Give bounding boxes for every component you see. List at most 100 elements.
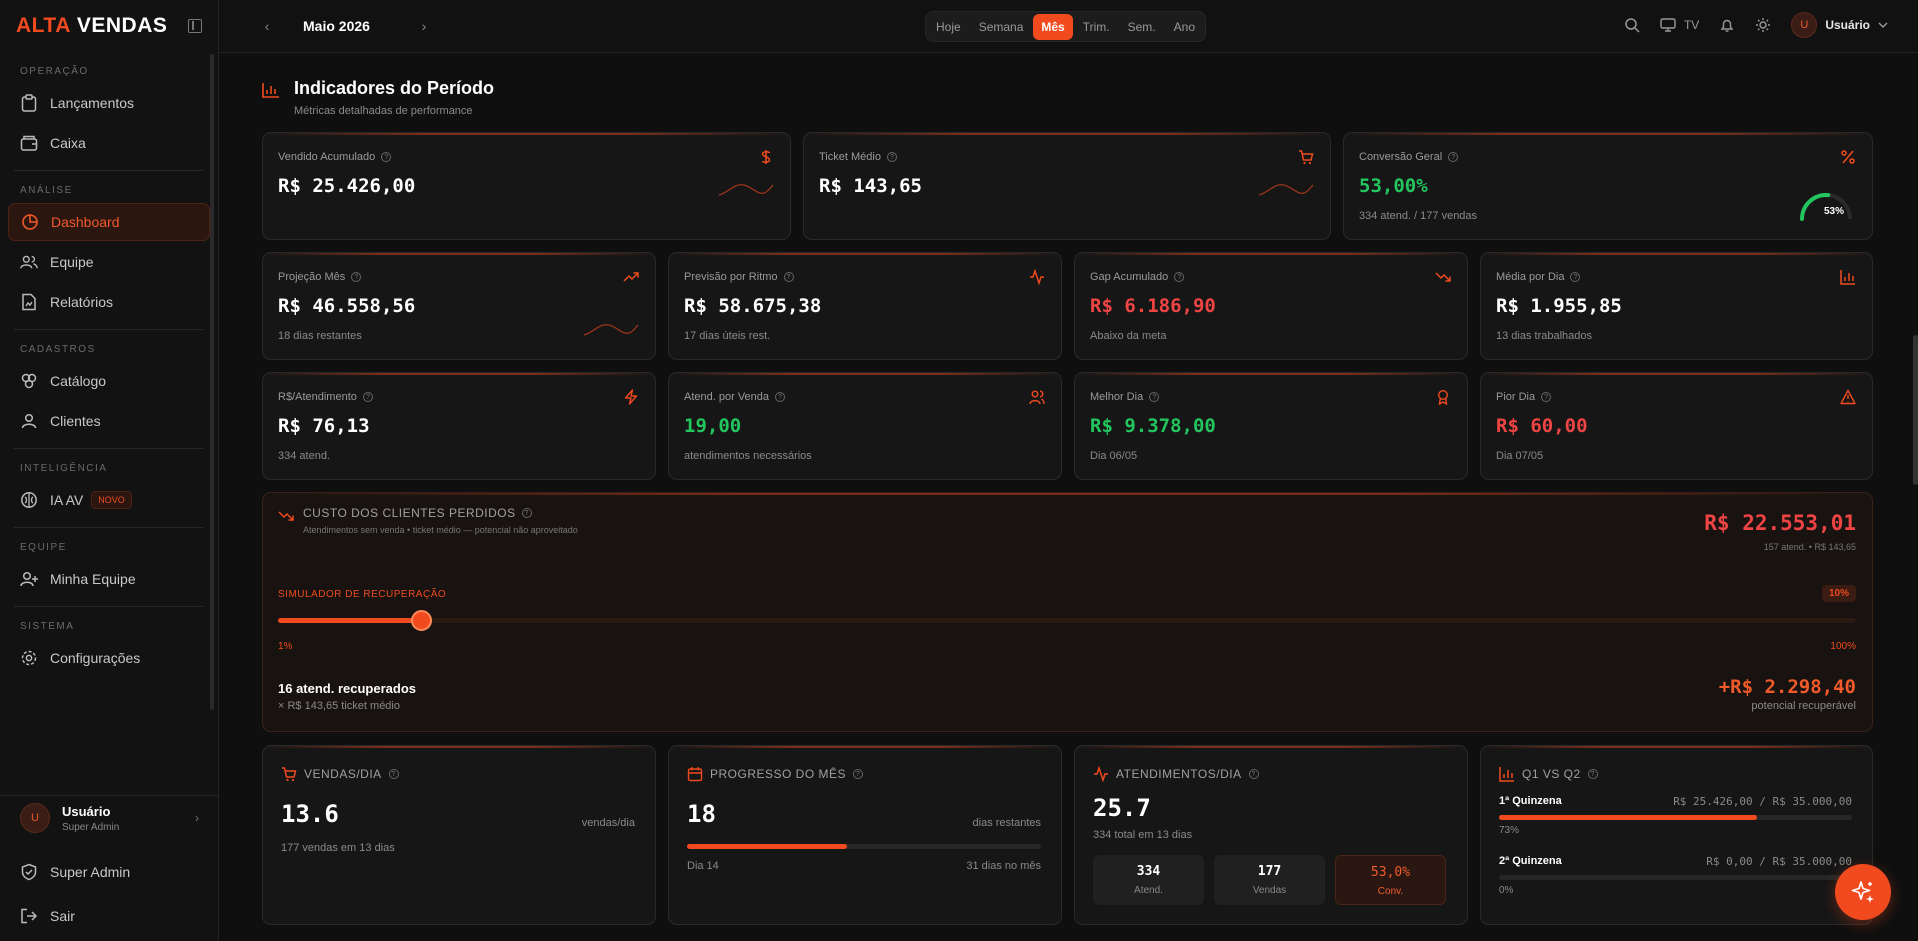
bell-icon[interactable] [1719, 17, 1735, 33]
gear-icon [20, 649, 38, 667]
kpi-card-gap: Gap Acumulado? R$ 6.186,90 Abaixo da met… [1074, 252, 1468, 360]
sun-icon[interactable] [1755, 17, 1771, 33]
quinzena-values: R$ 0,00 / R$ 35.000,00 [1706, 855, 1852, 868]
user-menu[interactable]: U Usuário [1791, 12, 1888, 38]
sidebar-item-label: Relatórios [50, 294, 114, 310]
sparkline [718, 184, 774, 196]
chevron-right-icon: › [195, 811, 199, 825]
segment-ano[interactable]: Ano [1173, 19, 1195, 34]
help-icon[interactable]: ? [853, 769, 864, 779]
help-icon[interactable]: ? [783, 272, 794, 282]
sidebar-item-super-admin[interactable]: Super Admin [8, 853, 211, 891]
mini-label: Vendas [1252, 885, 1287, 896]
kpi-label: Atend. por Venda? [684, 391, 786, 403]
help-icon[interactable]: ? [1587, 769, 1598, 779]
help-icon[interactable]: ? [521, 508, 532, 518]
segment-mes[interactable]: Mês [1033, 13, 1073, 40]
page-scrollbar[interactable] [1913, 335, 1918, 485]
kpi-value: R$ 9.378,00 [1090, 415, 1216, 437]
help-icon[interactable]: ? [381, 152, 392, 162]
sidebar-user[interactable]: U Usuário Super Admin › [0, 795, 219, 840]
clipboard-icon [20, 94, 38, 112]
cash-register-icon [20, 134, 38, 152]
vendas-dia-unit: vendas/dia [581, 817, 635, 829]
activity-icon [1093, 766, 1109, 782]
kpi-sub: 13 dias trabalhados [1496, 330, 1593, 342]
sidebar-item-equipe[interactable]: Equipe [8, 243, 210, 281]
mini-label: Conv. [1377, 886, 1404, 897]
sidebar-scrollbar[interactable] [210, 54, 214, 710]
sidebar-item-configuracoes[interactable]: Configurações [8, 639, 210, 677]
next-period-button[interactable]: › [421, 18, 427, 34]
sidebar-item-relatorios[interactable]: Relatórios [8, 283, 210, 321]
user-name: Usuário [62, 803, 111, 819]
topbar-actions: TV U Usuário [1624, 12, 1888, 38]
kpi-card-ticket: Ticket Médio? R$ 143,65 [803, 132, 1331, 240]
progresso-value: 18 [687, 800, 716, 828]
kpi-sub: Dia 06/05 [1090, 450, 1138, 462]
brand-vendas: VENDAS [76, 14, 168, 37]
help-icon[interactable]: ? [1174, 272, 1185, 282]
kpi-label: R$/Atendimento? [278, 391, 373, 403]
kpi-value: R$ 25.426,00 [278, 175, 416, 197]
kpi-card-media: Média por Dia? R$ 1.955,85 13 dias traba… [1480, 252, 1873, 360]
sidebar-item-label: Super Admin [50, 864, 131, 880]
sidebar-item-caixa[interactable]: Caixa [8, 124, 210, 162]
tv-button[interactable]: TV [1660, 18, 1699, 32]
bar-chart-icon [262, 82, 280, 98]
help-icon[interactable]: ? [1248, 769, 1259, 779]
brand-logo[interactable]: ALTA VENDAS [0, 0, 218, 52]
sidebar-collapse-icon[interactable] [188, 19, 202, 33]
help-icon[interactable]: ? [362, 392, 373, 402]
sidebar-item-ia-av[interactable]: IA AV NOVO [8, 481, 210, 519]
divider [14, 170, 204, 171]
search-icon[interactable] [1624, 17, 1640, 33]
ai-assistant-button[interactable] [1835, 864, 1891, 920]
help-icon[interactable]: ? [886, 152, 897, 162]
kpi-label: Melhor Dia? [1090, 391, 1160, 403]
sidebar-item-dashboard[interactable]: Dashboard [8, 203, 210, 241]
segment-hoje[interactable]: Hoje [936, 19, 961, 34]
shield-icon [20, 863, 38, 881]
help-icon[interactable]: ? [1149, 392, 1160, 402]
cart-icon [1298, 149, 1314, 165]
help-icon[interactable]: ? [1570, 272, 1581, 282]
sidebar-item-lancamentos[interactable]: Lançamentos [8, 84, 210, 122]
activity-icon [1029, 269, 1045, 285]
kpi-label: Projeção Mês? [278, 271, 362, 283]
progress-right: 31 dias no mês [966, 860, 1041, 872]
sparkline [583, 324, 639, 336]
slider-handle[interactable] [411, 610, 433, 631]
segment-sem[interactable]: Sem. [1127, 19, 1156, 34]
kpi-card-conversao: Conversão Geral? 53,00% 334 atend. / 177… [1343, 132, 1873, 240]
period-segmented-control: Hoje Semana Mês Trim. Sem. Ano [925, 11, 1206, 42]
help-icon[interactable]: ? [1541, 392, 1552, 402]
sidebar-item-clientes[interactable]: Clientes [8, 402, 210, 440]
prev-period-button[interactable]: ‹ [264, 18, 270, 34]
trending-down-icon [1435, 269, 1451, 285]
recovered-sub: × R$ 143,65 ticket médio [278, 700, 400, 712]
kpi-value: R$ 46.558,56 [278, 295, 416, 317]
recovery-slider[interactable] [278, 610, 1856, 631]
avatar: U [1791, 12, 1818, 38]
monitor-icon [1660, 18, 1676, 32]
bar-chart-icon [1499, 766, 1515, 782]
section-title-analise: ANÁLISE [20, 185, 73, 196]
mini-value: 334 [1136, 864, 1161, 879]
help-icon[interactable]: ? [351, 272, 362, 282]
help-icon[interactable]: ? [775, 392, 786, 402]
kpi-value: R$ 1.955,85 [1496, 295, 1622, 317]
sidebar-item-minha-equipe[interactable]: Minha Equipe [8, 560, 210, 598]
segment-semana[interactable]: Semana [978, 19, 1024, 34]
sidebar-item-catalogo[interactable]: Catálogo [8, 362, 210, 400]
kpi-label: Ticket Médio? [819, 151, 897, 163]
potential-label: potencial recuperável [1751, 700, 1856, 712]
recovered-count: 16 atend. recuperados [278, 681, 416, 696]
sidebar-item-sair[interactable]: Sair [8, 897, 211, 935]
sparkline [1258, 184, 1314, 196]
segment-trim[interactable]: Trim. [1082, 19, 1110, 34]
help-icon[interactable]: ? [1448, 152, 1459, 162]
help-icon[interactable]: ? [388, 769, 399, 779]
kpi-sub: 334 atend. [278, 450, 330, 462]
sparkles-icon [1850, 879, 1876, 905]
